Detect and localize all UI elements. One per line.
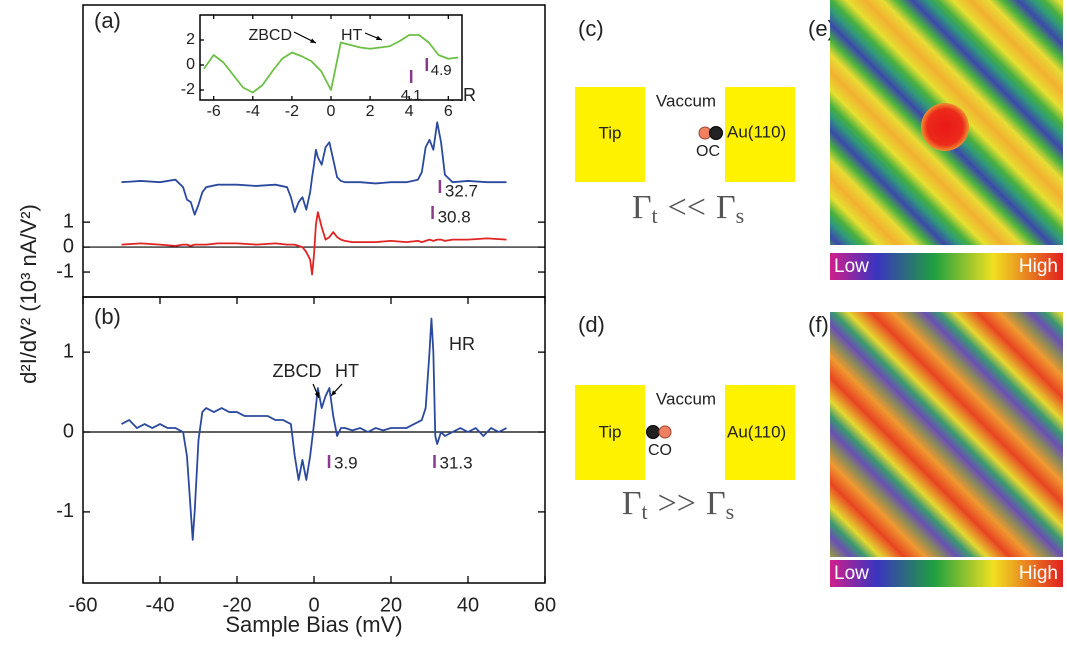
annotation: HR xyxy=(449,334,475,354)
x-tick-label: 0 xyxy=(327,103,336,120)
molecule-label: CO xyxy=(648,442,672,459)
y-tick-label: 1 xyxy=(63,210,74,232)
colorbar-low: Low xyxy=(834,256,869,277)
y-axis-label: d²I/dV² (10³ nA/V²) xyxy=(16,204,41,384)
peak-label: 31.3 xyxy=(440,453,473,472)
colorbar-high: High xyxy=(1019,256,1058,277)
annotation: ZBCD xyxy=(273,361,322,381)
molecule-label: OC xyxy=(696,143,720,160)
relation-part: t xyxy=(641,499,647,524)
tip-label: Tip xyxy=(599,123,622,142)
relation-part: s xyxy=(726,499,735,524)
oxygen-atom xyxy=(658,425,672,439)
colorbar-low: Low xyxy=(834,563,869,584)
map-f: (f) Low High xyxy=(808,312,1063,587)
surface-label: Au(110) xyxy=(727,122,786,141)
tip-block xyxy=(575,87,645,182)
panel-label: (c) xyxy=(578,16,604,41)
y-tick-label: 1 xyxy=(63,340,74,362)
x-axis-label: Sample Bias (mV) xyxy=(225,612,402,637)
annotation: ZBCD xyxy=(248,27,292,44)
data-line xyxy=(121,211,507,276)
x-tick-label: 40 xyxy=(457,594,479,616)
x-tick-label: 2 xyxy=(366,103,375,120)
relation-part: >> xyxy=(658,485,696,522)
x-tick-label: -6 xyxy=(207,103,221,120)
peak-label: 32.7 xyxy=(445,181,478,200)
data-line xyxy=(203,34,459,94)
peak-label: 4.9 xyxy=(431,62,452,79)
x-tick-label: -60 xyxy=(69,594,98,616)
panel-label: (f) xyxy=(808,312,829,337)
y-tick-label: 0 xyxy=(186,56,195,73)
relation-part: Γ xyxy=(706,485,726,522)
relation-part: Γ xyxy=(716,189,736,226)
peak-label: 4.1 xyxy=(401,87,422,104)
plot-frame xyxy=(82,296,546,584)
relation-part: Γ xyxy=(632,189,652,226)
y-tick-label: -1 xyxy=(56,260,74,282)
data-line xyxy=(121,317,507,541)
tip-label: Tip xyxy=(599,422,622,441)
relation-part: t xyxy=(651,203,657,228)
x-tick-label: 20 xyxy=(380,594,402,616)
y-tick-label: -1 xyxy=(56,500,74,522)
x-tick-label: -40 xyxy=(146,594,175,616)
peak-label: 3.9 xyxy=(334,453,358,472)
panel-label: (b) xyxy=(94,304,121,329)
y-tick-label: -2 xyxy=(181,81,195,98)
molecule-spot xyxy=(921,103,969,151)
annotation: HT xyxy=(341,27,363,44)
relation-part: s xyxy=(736,203,745,228)
relation-part: << xyxy=(668,189,706,226)
y-tick-label: 0 xyxy=(63,420,74,442)
surface-block xyxy=(725,87,795,182)
colorbar xyxy=(830,253,1063,280)
carbon-atom xyxy=(646,425,660,439)
y-tick-label: 0 xyxy=(63,235,74,257)
x-tick-label: -4 xyxy=(246,103,260,120)
relation: Γt << Γs xyxy=(632,189,744,228)
x-tick-label: -2 xyxy=(285,103,299,120)
x-tick-label: 6 xyxy=(444,103,453,120)
relation: Γt >> Γs xyxy=(622,485,734,524)
colorbar-high: High xyxy=(1019,563,1058,584)
annotation: HT xyxy=(335,361,359,381)
relation-part: Γ xyxy=(622,485,642,522)
data-line xyxy=(121,121,507,216)
tip-block xyxy=(575,385,645,480)
surface-label: Au(110) xyxy=(727,422,786,441)
x-tick-label: 0 xyxy=(308,594,319,616)
surface-block xyxy=(725,385,795,480)
carbon-atom xyxy=(709,126,723,140)
map-e: (e) Low High xyxy=(808,0,1063,280)
diagram-d: (d) Tip Vaccum Au(110) CO Γt >> Γs xyxy=(575,312,795,524)
arrow-head xyxy=(331,390,337,396)
arrow-head xyxy=(310,38,316,43)
arrow-head xyxy=(376,35,382,41)
gap-label: Vaccum xyxy=(656,91,716,110)
x-tick-label: 60 xyxy=(534,594,556,616)
x-tick-label: -20 xyxy=(223,594,252,616)
x-tick-label: 4 xyxy=(405,103,414,120)
colorbar xyxy=(830,560,1063,587)
arrow-head xyxy=(314,392,319,398)
y-tick-label: 2 xyxy=(186,31,195,48)
panel-label: (d) xyxy=(578,312,605,337)
panel-label: (a) xyxy=(94,8,121,33)
peak-label: 30.8 xyxy=(438,207,471,226)
diagram-c: (c) Tip Vaccum Au(110) OC Γt << Γs xyxy=(575,16,795,228)
stm-map xyxy=(830,312,1063,557)
gap-label: Vaccum xyxy=(656,389,716,408)
